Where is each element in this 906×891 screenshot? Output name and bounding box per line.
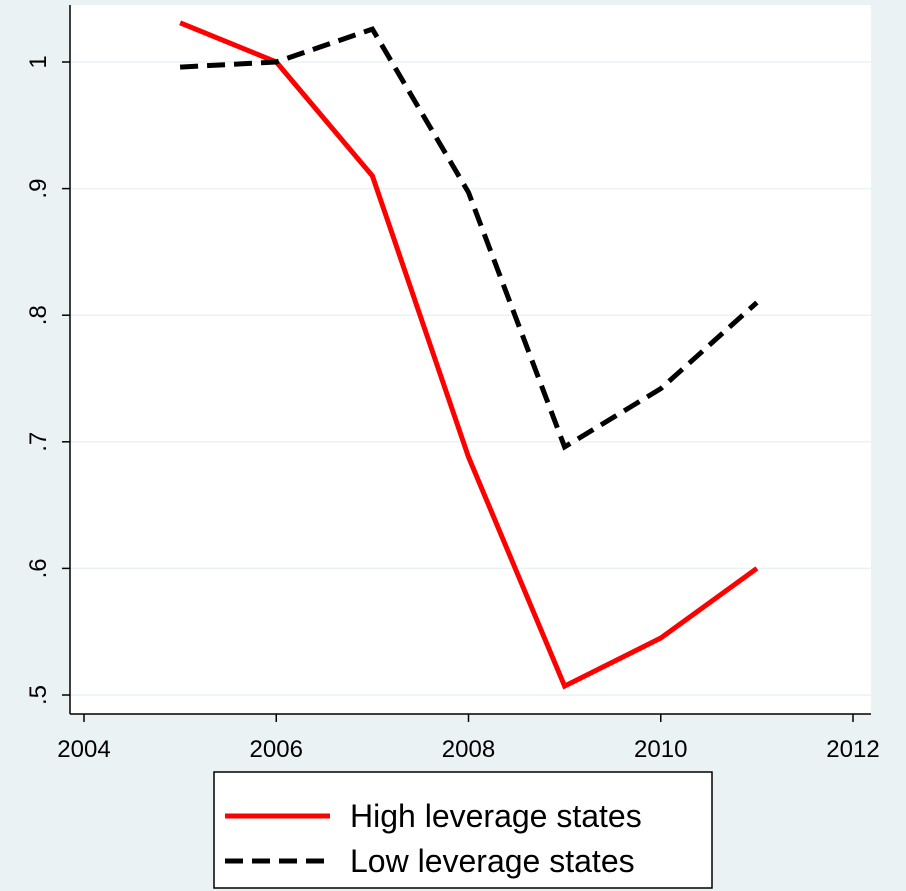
axes: .5 .6 .7 .8 .9 1 2004 2006 2008 2010 2012 (25, 5, 880, 763)
y-tick-label-0: .5 (25, 685, 52, 705)
x-tick-label-3: 2010 (634, 736, 687, 763)
plot-area (70, 5, 871, 714)
y-tick-label-1: .6 (25, 558, 52, 578)
y-tick-label-4: .9 (25, 179, 52, 199)
x-tick-label-4: 2012 (826, 736, 879, 763)
series-line-1 (179, 26, 759, 451)
grid-lines (70, 61, 871, 696)
y-tick-label-2: .7 (25, 432, 52, 452)
y-tick-label-3: .8 (25, 305, 52, 325)
legend-box (213, 771, 713, 889)
x-tick-label-0: 2004 (57, 736, 110, 763)
x-tick-label-1: 2006 (250, 736, 303, 763)
legend: High leverage states Low leverage states (213, 771, 713, 889)
series-lines (179, 20, 759, 690)
y-tick-label-5: 1 (25, 55, 52, 68)
legend-label-high-leverage: High leverage states (350, 798, 642, 834)
legend-label-low-leverage: Low leverage states (350, 843, 635, 879)
x-tick-label-2: 2008 (442, 736, 495, 763)
